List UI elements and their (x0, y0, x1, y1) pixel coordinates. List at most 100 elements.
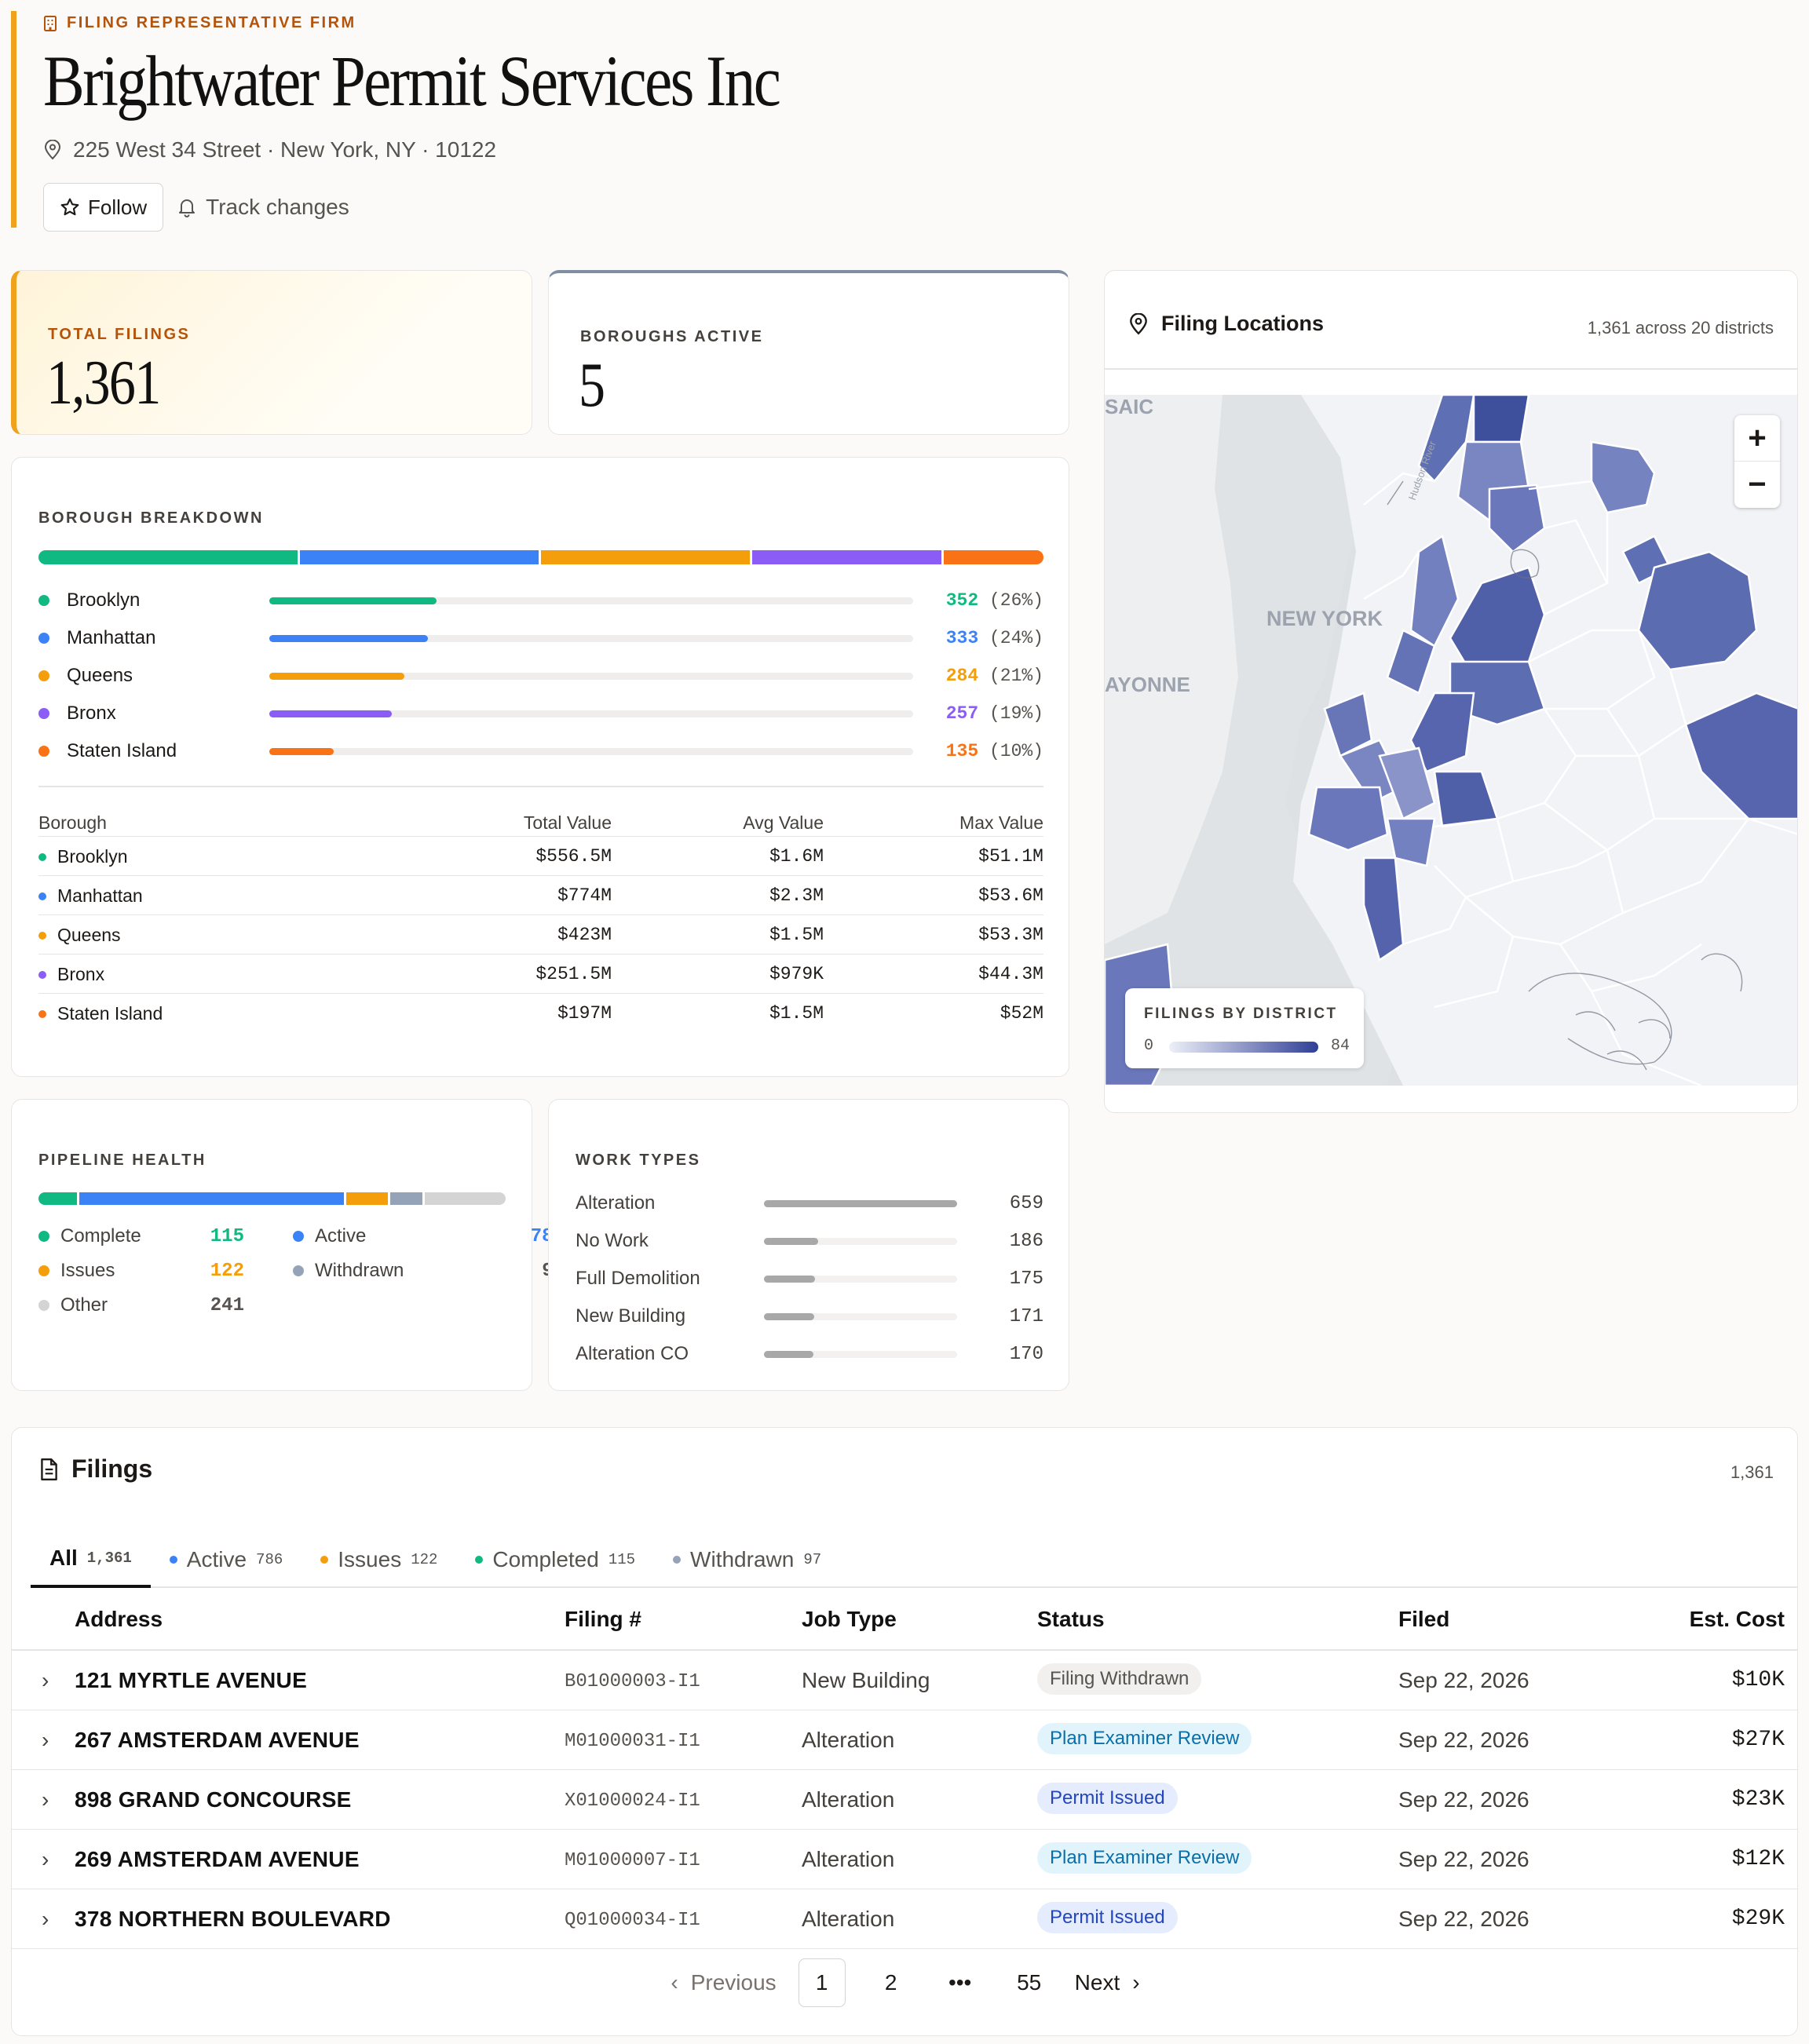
tab-active[interactable]: Active 786 (151, 1538, 302, 1588)
page-button-55[interactable]: 55 (1017, 1970, 1042, 1995)
borough-bar-track (269, 672, 913, 680)
work-type-row: Alteration CO 170 (576, 1340, 1043, 1368)
chevron-right-icon[interactable]: › (42, 1728, 49, 1752)
work-type-row: Alteration 659 (576, 1189, 1043, 1217)
tab-all[interactable]: All 1,361 (31, 1538, 151, 1588)
eyebrow-text: FILING REPRESENTATIVE FIRM (67, 14, 356, 31)
header-actions: Follow Track changes (43, 183, 875, 232)
zoom-in-button[interactable]: + (1734, 415, 1780, 462)
max-value: $51.1M (978, 846, 1043, 867)
work-types-label: WORK TYPES (576, 1152, 701, 1169)
filing-address[interactable]: 269 AMSTERDAM AVENUE (75, 1847, 360, 1871)
avg-value: $1.5M (769, 925, 824, 945)
zoom-out-button[interactable]: − (1748, 467, 1767, 502)
borough-count: 333 (24%) (946, 628, 1043, 648)
table-row[interactable]: › 121 MYRTLE AVENUE B01000003-I1 New Buildi… (12, 1651, 1797, 1710)
chevron-right-icon[interactable]: › (42, 1787, 49, 1812)
filing-address[interactable]: 378 NORTHERN BOULEVARD (75, 1907, 391, 1931)
work-type-bar-track (764, 1199, 957, 1207)
tab-count: 115 (608, 1551, 636, 1568)
filing-address[interactable]: 121 MYRTLE AVENUE (75, 1668, 308, 1692)
borough-bar-fill (269, 747, 334, 755)
borough-row: Queens 284 (21%) (38, 660, 1043, 692)
table-row[interactable]: › 267 AMSTERDAM AVENUE M01000031-I1 Alterat… (12, 1710, 1797, 1770)
work-type-bar-track (764, 1350, 957, 1358)
page-button-1[interactable]: 1 (798, 1958, 846, 2007)
borough-bar-track (269, 747, 913, 755)
tab-label: Issues (338, 1547, 402, 1571)
work-type-row: No Work 186 (576, 1227, 1043, 1255)
col-est-cost[interactable]: Est. Cost (1689, 1607, 1785, 1631)
borough-table-row: Brooklyn $556.5M $1.6M $51.1M (38, 836, 1043, 875)
chevron-right-icon[interactable]: › (42, 1668, 49, 1692)
job-type: Alteration (802, 1847, 895, 1871)
col-job-type[interactable]: Job Type (802, 1607, 897, 1631)
table-row[interactable]: › 378 NORTHERN BOULEVARD Q01000034-I1 Alter… (12, 1889, 1797, 1949)
pipeline-segment-active (79, 1192, 345, 1205)
status-cell: Plan Examiner Review (1037, 1842, 1252, 1874)
tab-dot (169, 1556, 177, 1564)
avg-value: $1.5M (769, 1003, 824, 1024)
work-types-card: WORK TYPES Alteration 659 No Work 186 Full D… (548, 1099, 1069, 1391)
pipeline-item-count: 122 (210, 1260, 244, 1282)
col-address[interactable]: Address (75, 1607, 163, 1631)
work-type-name: Full Demolition (576, 1268, 700, 1289)
work-type-name: Alteration CO (576, 1343, 689, 1364)
chevron-right-icon[interactable]: › (42, 1847, 49, 1871)
building-icon (44, 15, 57, 31)
borough-row: Bronx 257 (19%) (38, 698, 1043, 729)
legend-dot (293, 1265, 304, 1276)
borough-table-name: Bronx (38, 964, 104, 985)
stack-segment-manhattan (299, 550, 539, 564)
chevron-right-icon[interactable]: › (42, 1907, 49, 1931)
total-filings-label: TOTAL FILINGS (48, 326, 191, 343)
col-status[interactable]: Status (1037, 1607, 1105, 1631)
filing-address[interactable]: 267 AMSTERDAM AVENUE (75, 1728, 360, 1752)
tab-issues[interactable]: Issues 122 (302, 1538, 456, 1588)
borough-table-name: Brooklyn (38, 846, 127, 867)
work-type-bar-fill (764, 1199, 957, 1207)
follow-button[interactable]: Follow (43, 183, 164, 232)
job-type: Alteration (802, 1728, 895, 1752)
pipeline-item-name: Other (60, 1294, 108, 1316)
tab-withdrawn[interactable]: Withdrawn 97 (654, 1538, 840, 1588)
pipeline-segment-withdrawn (389, 1192, 423, 1205)
page-button-2[interactable]: 2 (884, 1970, 897, 1995)
work-type-bar-track (764, 1237, 957, 1245)
col-filed[interactable]: Filed (1398, 1607, 1450, 1631)
work-type-bar-fill (764, 1237, 819, 1245)
follow-label: Follow (88, 195, 148, 219)
tab-completed[interactable]: Completed 115 (456, 1538, 654, 1588)
borough-count-pct: (21%) (989, 666, 1043, 686)
borough-row: Manhattan 333 (24%) (38, 622, 1043, 654)
tab-dot (673, 1556, 682, 1564)
next-button[interactable]: Next › (1075, 1970, 1140, 1995)
map-label-bayonne: AYONNE (1105, 673, 1190, 696)
tab-dot (320, 1556, 329, 1564)
district-choropleth-map[interactable]: SAIC NEW YORK AYONNE Hudson River (1105, 395, 1798, 1086)
map-zoom-controls: + − (1734, 415, 1780, 508)
borough-count-pct: (10%) (989, 741, 1043, 761)
filings-card: Filings 1,361 All 1,361 Active 786 Issues 122… (11, 1427, 1798, 2036)
legend-dot (38, 595, 49, 606)
borough-name: Manhattan (67, 627, 156, 648)
legend-min: 0 (1144, 1037, 1154, 1055)
filings-header: Filings (38, 1455, 152, 1484)
tab-dot (475, 1556, 484, 1564)
filing-number: X01000024-I1 (565, 1790, 700, 1812)
table-row[interactable]: › 269 AMSTERDAM AVENUE M01000007-I1 Alterat… (12, 1830, 1797, 1889)
pipeline-health-label: PIPELINE HEALTH (38, 1152, 206, 1169)
col-filing-number[interactable]: Filing # (565, 1607, 641, 1631)
filings-table-header: Address Filing # Job Type Status Filed E… (12, 1588, 1797, 1651)
legend-dot (38, 633, 49, 644)
previous-button[interactable]: ‹ Previous (671, 1970, 776, 1995)
track-changes-button[interactable]: Track changes (177, 195, 349, 220)
filing-address[interactable]: 898 GRAND CONCOURSE (75, 1787, 352, 1812)
pipeline-item-count: 115 (210, 1225, 244, 1247)
table-row[interactable]: › 898 GRAND CONCOURSE X01000024-I1 Alterati… (12, 1770, 1797, 1830)
map-label-new-york: NEW YORK (1266, 607, 1383, 630)
previous-label: Previous (690, 1970, 777, 1995)
tab-count: 1,361 (86, 1549, 132, 1567)
